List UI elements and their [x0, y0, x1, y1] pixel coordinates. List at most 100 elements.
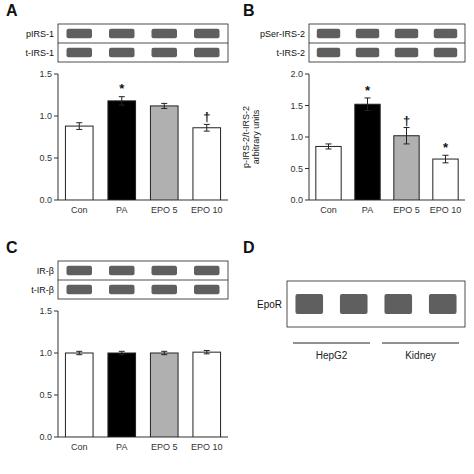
x-tick-label: PA	[116, 205, 127, 215]
y-tick-label: 2.0	[290, 69, 303, 79]
error-cap	[76, 129, 82, 130]
error-line	[79, 351, 80, 354]
blot: pSer-IRS-2t-IRS-2	[260, 24, 465, 62]
group-line	[293, 343, 370, 344]
y-tick-label: 1.0	[39, 348, 52, 358]
error-bar	[204, 350, 210, 353]
blot: IR-β t-IR-β	[31, 261, 228, 299]
blot-label: t-IRS-2	[276, 48, 305, 58]
panel-title: B	[243, 2, 255, 19]
blot-band	[434, 48, 457, 58]
error-bar	[119, 351, 125, 354]
y-tick-label: 1.5	[39, 306, 52, 316]
y-tick-label: 0.5	[290, 164, 303, 174]
blot-band	[384, 294, 412, 314]
blot-frame	[58, 24, 228, 62]
error-line	[164, 103, 165, 108]
blot-band	[67, 285, 93, 295]
error-line	[121, 351, 122, 354]
blot-divider	[309, 43, 465, 44]
group-label: HepG2	[316, 350, 348, 361]
blot-divider	[58, 43, 228, 44]
error-cap	[76, 354, 82, 355]
error-cap	[161, 351, 167, 352]
blot-frame	[287, 281, 465, 327]
error-cap	[119, 354, 125, 355]
y-tick	[54, 311, 58, 312]
y-tick-label: 1.0	[290, 132, 303, 142]
bar	[150, 353, 178, 437]
y-axis-label-line: p-IRS-2/t-IRS-2	[241, 106, 251, 168]
x-tick-label: Con	[71, 205, 88, 215]
y-axis-label: p-IRS-2/t-IRS-2arbitrary units	[241, 106, 261, 168]
error-cap	[204, 131, 210, 132]
bar	[108, 101, 136, 200]
group-line	[382, 343, 459, 344]
error-cap	[204, 350, 210, 351]
error-cap	[119, 351, 125, 352]
error-cap	[326, 143, 332, 144]
significance-marker: *	[119, 81, 125, 96]
blot-band	[152, 285, 178, 295]
blot-band	[340, 294, 368, 314]
error-bar	[161, 351, 167, 354]
x-tick-label: EPO 10	[191, 205, 223, 215]
significance-marker: *	[365, 83, 371, 98]
bars	[316, 98, 458, 200]
y-tick-label: 0.0	[39, 195, 52, 205]
blot-band	[109, 48, 135, 58]
bar	[193, 352, 221, 437]
blot: pIRS-1t-IRS-1	[25, 24, 228, 62]
x-tick-label: EPO 10	[191, 442, 223, 452]
error-line	[121, 97, 122, 105]
blot-band	[317, 48, 340, 58]
y-tick-label: 0.5	[39, 390, 52, 400]
y-axis	[58, 311, 59, 437]
error-bar	[119, 97, 125, 105]
error-cap	[119, 96, 125, 97]
error-bar	[326, 144, 332, 149]
error-bar	[161, 103, 167, 108]
bar	[150, 106, 178, 200]
blot-band	[295, 294, 323, 314]
blot-band	[194, 285, 220, 295]
y-tick-label: 0.5	[39, 153, 52, 163]
error-cap	[204, 353, 210, 354]
error-cap	[326, 148, 332, 149]
blot-band	[194, 48, 220, 58]
error-line	[206, 350, 207, 353]
figure: ApIRS-1t-IRS-10.00.51.01.5ConPA*EPO 5EPO…	[0, 0, 474, 474]
error-line	[206, 124, 207, 131]
bar	[65, 353, 93, 437]
error-cap	[76, 122, 82, 123]
y-axis	[58, 74, 59, 200]
y-tick-label: 1.5	[39, 69, 52, 79]
error-bar	[404, 128, 410, 144]
error-bar	[76, 123, 82, 130]
y-tick	[305, 200, 309, 201]
error-bar	[76, 351, 82, 354]
y-tick	[54, 353, 58, 354]
blot-band	[194, 266, 220, 276]
error-line	[406, 128, 407, 144]
blot-label: t-IR-β	[31, 285, 54, 295]
error-line	[328, 144, 329, 149]
panel: CIR-βt-IR-β0.00.51.01.5ConPAEPO 5EPO 10	[6, 239, 228, 452]
y-tick	[54, 74, 58, 75]
panel: DEpoRHepG2Kidney	[243, 239, 465, 361]
blot-band	[434, 29, 457, 39]
blot-band	[356, 29, 379, 39]
x-tick-label: EPO 5	[151, 205, 178, 215]
error-line	[79, 123, 80, 130]
y-tick	[54, 158, 58, 159]
blot-label: t-IRS-1	[25, 48, 54, 58]
significance-marker: *	[443, 140, 449, 155]
error-line	[445, 155, 446, 163]
blot-band	[67, 48, 93, 58]
x-tick-label: EPO 5	[393, 205, 420, 215]
y-tick-label: 0.0	[290, 195, 303, 205]
y-tick-label: 1.0	[39, 111, 52, 121]
blot-band	[395, 29, 418, 39]
y-tick	[305, 168, 309, 169]
blot-label: IR-β	[37, 266, 54, 276]
